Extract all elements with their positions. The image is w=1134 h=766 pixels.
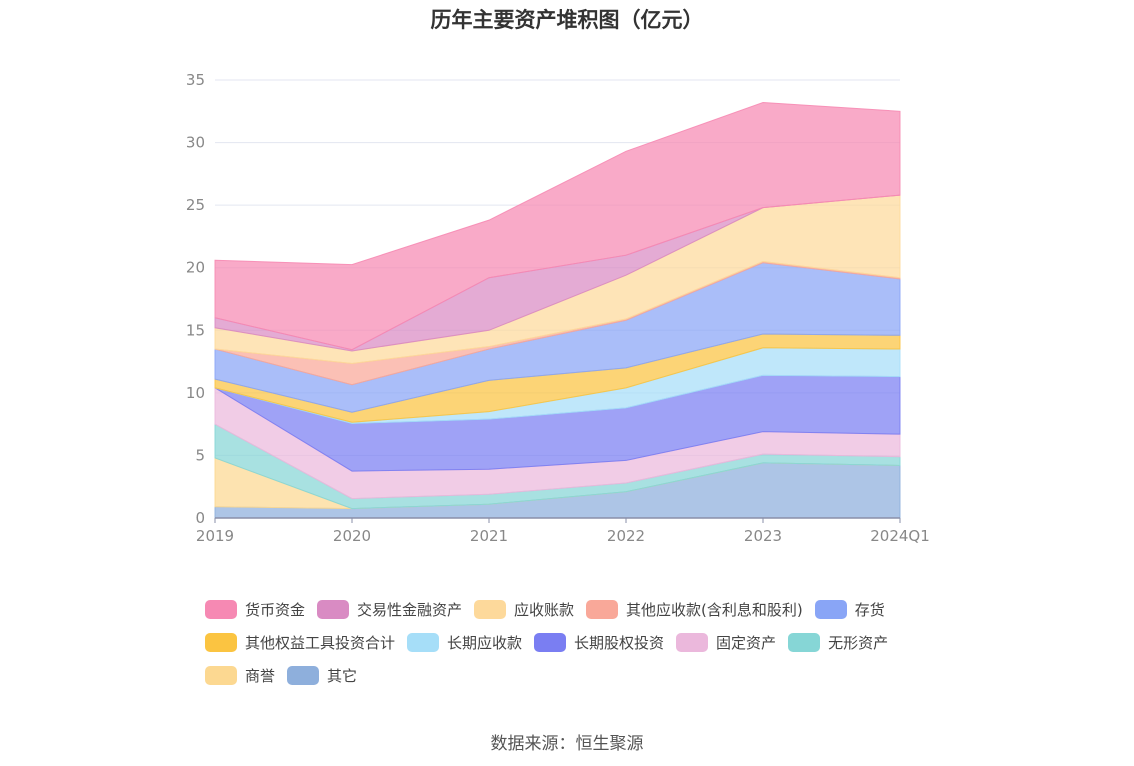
legend-label: 交易性金融资产 [357, 600, 463, 619]
y-tick-label: 30 [186, 134, 205, 152]
legend-item[interactable]: 存货 [814, 598, 885, 620]
legend-item[interactable]: 其他权益工具投资合计 [205, 631, 395, 653]
legend-item[interactable]: 商誉 [205, 664, 275, 686]
legend-item[interactable]: 应收账款 [474, 598, 574, 620]
legend-label: 存货 [854, 600, 885, 619]
y-tick-label: 20 [186, 259, 205, 277]
legend-label: 固定资产 [716, 633, 777, 652]
y-tick-label: 35 [186, 71, 205, 89]
area-货币资金 [214, 102, 901, 351]
legend-label: 商誉 [245, 666, 276, 685]
legend-label: 无形资产 [828, 633, 889, 652]
legend-item[interactable]: 其他应收款(含利息和股利) [586, 598, 803, 620]
legend-label: 应收账款 [514, 600, 575, 619]
area-series [214, 102, 901, 519]
data-source: 数据来源：恒生聚源 [490, 734, 644, 754]
legend-swatch [205, 632, 237, 652]
y-tick-label: 5 [195, 446, 205, 464]
y-tick-label: 15 [186, 321, 205, 339]
legend-swatch [474, 599, 507, 619]
legend-item[interactable]: 货币资金 [205, 598, 305, 620]
legend-label: 其他权益工具投资合计 [245, 633, 396, 652]
x-tick-label: 2022 [607, 527, 645, 545]
legend-label: 长期应收款 [447, 633, 523, 652]
legend-label: 其它 [327, 666, 358, 685]
legend-swatch [317, 599, 350, 619]
x-tick-label: 2021 [470, 527, 508, 545]
legend-label: 长期股权投资 [574, 633, 665, 652]
legend-swatch [205, 665, 237, 685]
legend-item[interactable]: 长期应收款 [407, 631, 522, 653]
legend-item[interactable]: 无形资产 [788, 631, 888, 653]
y-tick-label: 25 [186, 196, 205, 214]
legend-label: 货币资金 [245, 600, 306, 619]
chart-title: 历年主要资产堆积图（亿元） [430, 8, 704, 32]
legend-swatch [676, 632, 709, 652]
axes: 0 5 10 15 20 25 30 35 2019 2020 2021 2022 2023 2024Q1 [186, 71, 930, 545]
legend-swatch [205, 599, 237, 619]
legend-swatch [788, 632, 821, 652]
legend-item[interactable]: 固定资产 [676, 631, 776, 653]
x-tick-label: 2024Q1 [870, 527, 930, 545]
y-tick-label: 0 [195, 509, 205, 527]
legend-swatch [814, 599, 847, 619]
x-tick-label: 2023 [744, 527, 782, 545]
legend-label: 其他应收款(含利息和股利) [626, 600, 803, 619]
x-tick-label: 2020 [333, 527, 371, 545]
y-tick-label: 10 [186, 384, 205, 402]
legend-item[interactable]: 其它 [287, 664, 357, 686]
legend-item[interactable]: 长期股权投资 [534, 631, 664, 653]
x-tick-label: 2019 [196, 527, 234, 545]
legend-swatch [586, 599, 619, 619]
legend: 货币资金 交易性金融资产 应收账款 其他应收款(含利息和股利) 存货其他权益工具投资合计… [205, 598, 965, 686]
legend-swatch [287, 665, 320, 685]
legend-swatch [534, 632, 567, 652]
stacked-area-chart: 0 5 10 15 20 25 30 35 2019 2020 2021 2022 2023 2024Q1 [186, 71, 930, 545]
legend-item[interactable]: 交易性金融资产 [317, 598, 462, 620]
legend-swatch [407, 632, 440, 652]
